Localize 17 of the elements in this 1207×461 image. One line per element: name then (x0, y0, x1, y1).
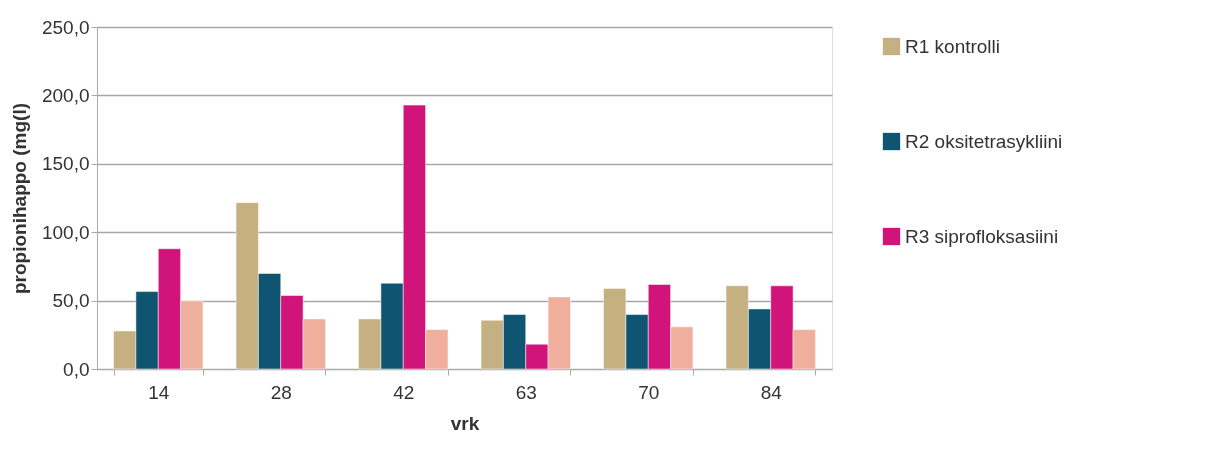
x-tick-label: 28 (270, 381, 292, 403)
y-tick-label: 100,0 (41, 221, 90, 243)
x-tick-label: 84 (760, 381, 783, 403)
x-tick-label: 70 (638, 381, 660, 403)
x-tick-label: 42 (393, 381, 415, 403)
legend-label: R1 kontrolli (905, 35, 1001, 57)
legend-label: R2 oksitetrasykliini (905, 130, 1063, 152)
legend-label: R3 siprofloksasiini (905, 225, 1059, 247)
x-axis-title: vrk (450, 412, 480, 434)
y-tick-label: 250,0 (41, 16, 90, 38)
x-tick-label: 14 (148, 381, 170, 403)
y-tick-label: 150,0 (41, 153, 90, 175)
x-tick-label: 63 (515, 381, 537, 403)
y-tick-label: 50,0 (52, 290, 90, 312)
y-tick-label: 200,0 (41, 84, 90, 106)
y-tick-label: 0,0 (63, 358, 90, 380)
y-axis-title: propionihappo (mg(l) (8, 102, 30, 295)
